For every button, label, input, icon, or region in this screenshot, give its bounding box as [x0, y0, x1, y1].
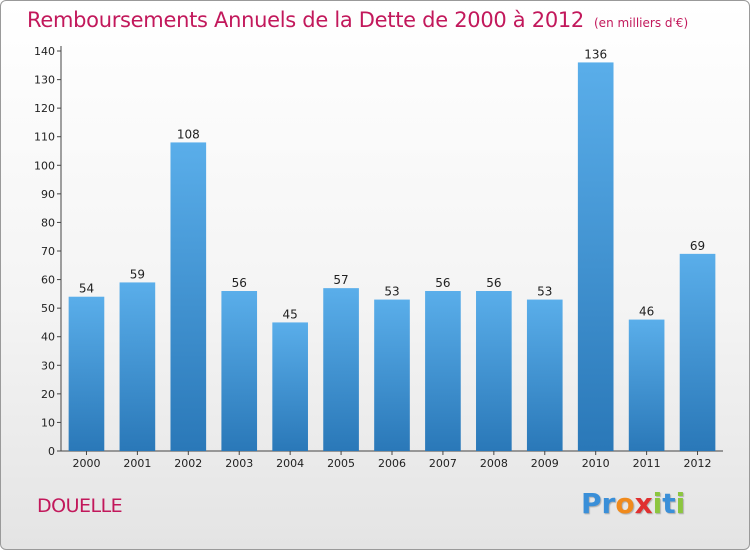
- chart-title-text: Remboursements Annuels de la Dette de 20…: [27, 8, 584, 32]
- y-tick-label: 90: [41, 188, 55, 201]
- proxiti-logo: Proxiti: [581, 487, 685, 520]
- y-tick-label: 110: [34, 131, 55, 144]
- y-tick-label: 30: [41, 359, 55, 372]
- x-tick-label: 2002: [174, 457, 202, 470]
- bar: [577, 62, 614, 452]
- bar-value-label: 56: [435, 276, 450, 290]
- bar-value-label: 108: [177, 127, 200, 141]
- x-tick-label: 2005: [327, 457, 355, 470]
- bar-value-label: 69: [690, 239, 705, 253]
- x-tick-label: 2011: [633, 457, 661, 470]
- logo-letter: P: [581, 487, 602, 520]
- bar: [68, 296, 105, 451]
- bar-value-label: 59: [130, 267, 145, 281]
- bar: [170, 142, 207, 451]
- bar: [679, 253, 716, 451]
- bar: [628, 319, 665, 451]
- x-tick-label: 2003: [225, 457, 253, 470]
- bar-value-label: 46: [639, 305, 654, 319]
- y-tick-label: 130: [34, 74, 55, 87]
- x-tick-label: 2010: [582, 457, 610, 470]
- y-tick-label: 120: [34, 102, 55, 115]
- x-tick-label: 2000: [72, 457, 100, 470]
- y-tick-label: 60: [41, 274, 55, 287]
- x-tick-label: 2009: [531, 457, 559, 470]
- bar: [323, 288, 359, 451]
- bar-value-label: 54: [79, 282, 94, 296]
- y-tick-label: 40: [41, 331, 55, 344]
- bar-value-label: 56: [486, 276, 501, 290]
- y-tick-label: 70: [41, 245, 55, 258]
- logo-letter: o: [615, 487, 635, 520]
- logo-letter: i: [675, 487, 686, 520]
- y-tick-label: 100: [34, 159, 55, 172]
- logo-letter: t: [662, 487, 676, 520]
- x-tick-label: 2004: [276, 457, 304, 470]
- bar-value-label: 136: [584, 47, 607, 61]
- bar-value-label: 53: [384, 285, 399, 299]
- bar-value-label: 45: [283, 307, 298, 321]
- bar: [221, 291, 258, 451]
- logo-letter: i: [652, 487, 663, 520]
- bar-value-label: 57: [333, 273, 348, 287]
- y-tick-label: 20: [41, 388, 55, 401]
- y-tick-label: 140: [34, 45, 55, 58]
- bar: [272, 322, 308, 451]
- x-tick-label: 2012: [684, 457, 712, 470]
- logo-letter: x: [634, 487, 653, 520]
- bar: [374, 299, 410, 451]
- bar: [476, 291, 512, 451]
- bar: [119, 282, 156, 451]
- x-tick-label: 2008: [480, 457, 508, 470]
- y-tick-label: 50: [41, 302, 55, 315]
- x-tick-label: 2006: [378, 457, 406, 470]
- bar-value-label: 56: [232, 276, 247, 290]
- logo-letter: r: [601, 487, 616, 520]
- y-tick-label: 10: [41, 416, 55, 429]
- axes: 0 10 20 30 40 50 60 70 80 90 100 110 120 130 140 2000 20…: [34, 45, 723, 470]
- bars: 54 59 108 56 45 57 53 56 56 53 136 46 69: [68, 47, 716, 452]
- y-tick-label: 0: [48, 445, 55, 458]
- bar: [526, 299, 563, 451]
- x-tick-label: 2007: [429, 457, 457, 470]
- commune-name: DOUELLE: [37, 495, 123, 517]
- chart-title: Remboursements Annuels de la Dette de 20…: [27, 8, 688, 32]
- y-tick-label: 80: [41, 216, 55, 229]
- chart-unit: (en milliers d'€): [594, 16, 689, 30]
- x-tick-label: 2001: [123, 457, 151, 470]
- bar: [425, 291, 461, 451]
- bar-value-label: 53: [537, 285, 552, 299]
